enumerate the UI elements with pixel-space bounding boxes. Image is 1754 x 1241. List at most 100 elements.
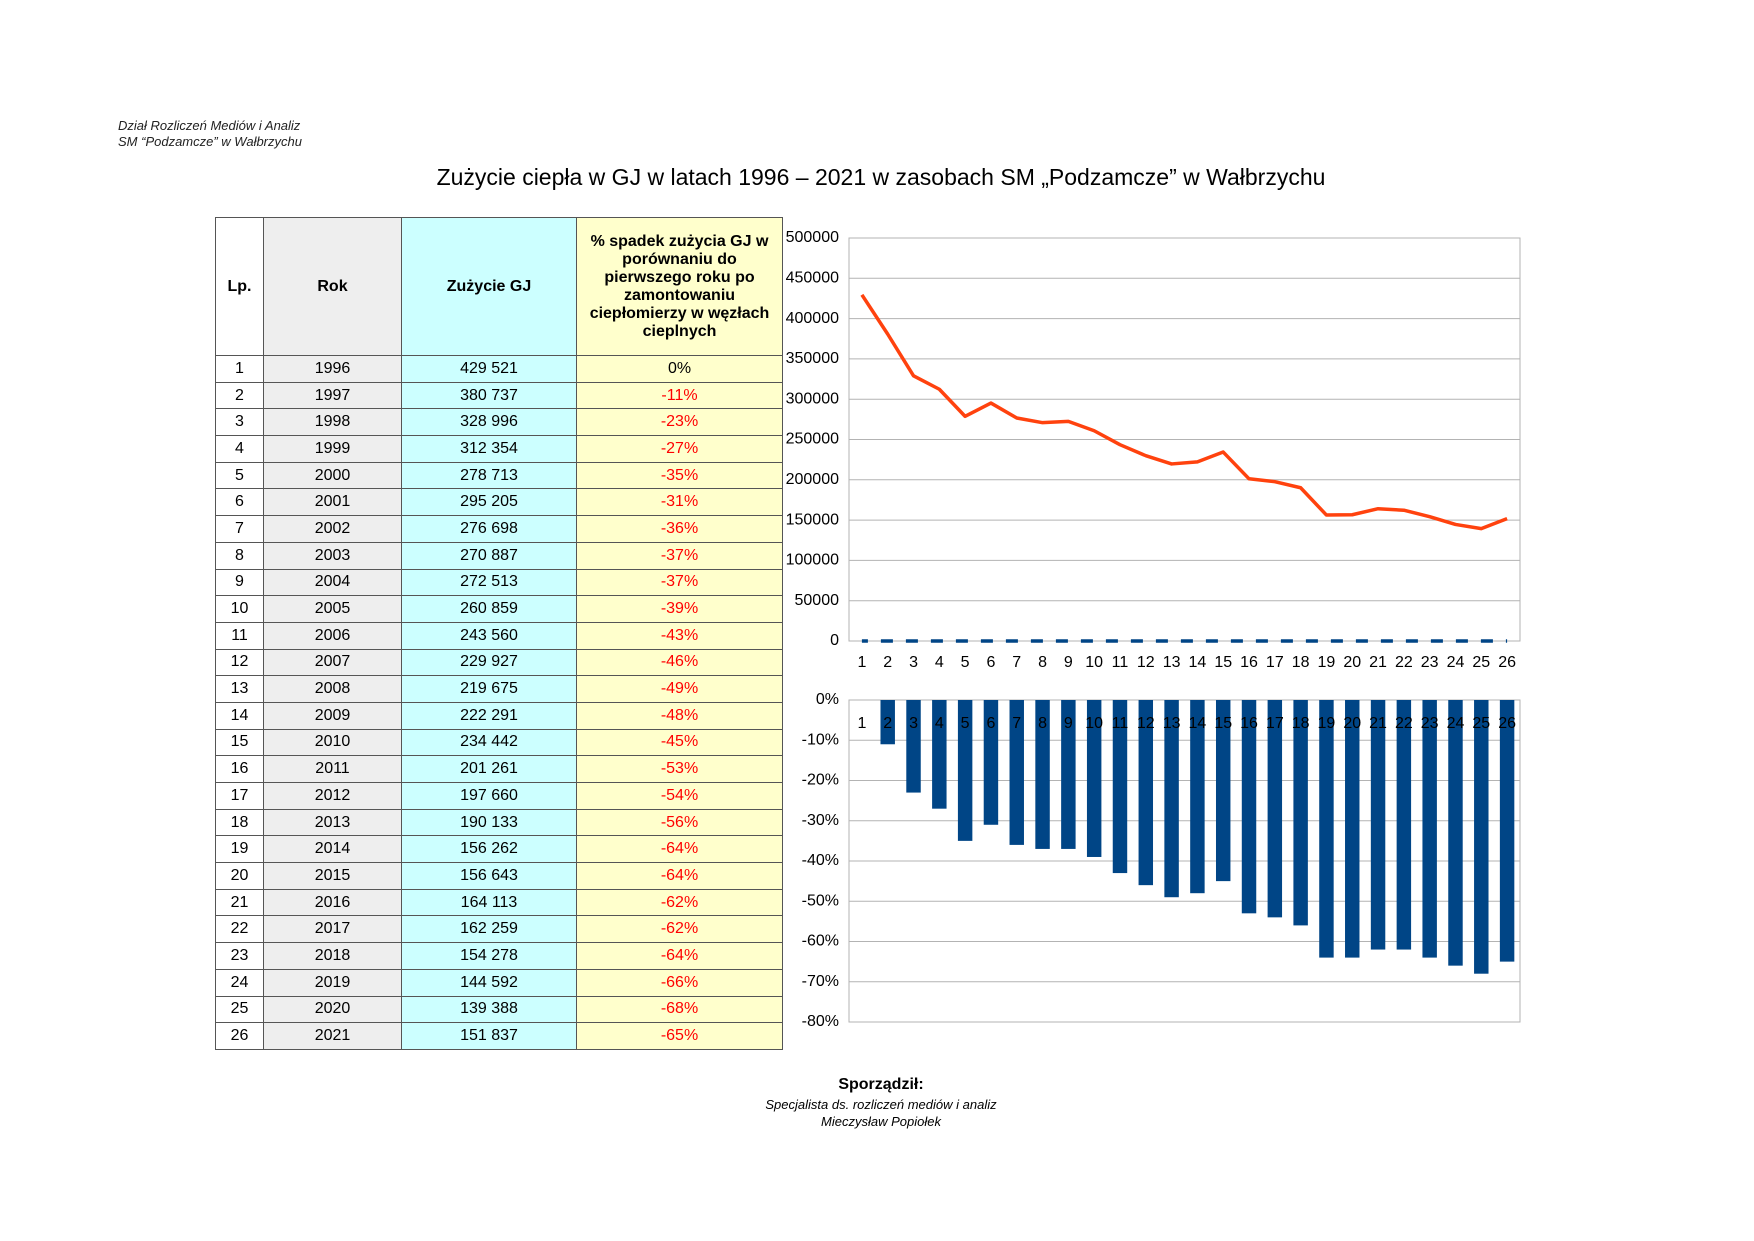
cell: 276 698	[401, 515, 577, 543]
cell: -53%	[576, 755, 783, 783]
x-tick-label: 5	[961, 715, 970, 732]
cell: 2016	[263, 888, 402, 917]
y-tick-label: 150000	[786, 511, 839, 528]
bar	[906, 700, 921, 793]
bar	[1345, 700, 1360, 958]
table-row: 6 2001 295 205 -31%	[215, 488, 783, 517]
table-row: 4 1999 312 354 -27%	[215, 435, 783, 463]
cell: 18	[215, 808, 264, 837]
x-tick-label: 23	[1421, 715, 1439, 732]
y-tick-label: 0	[830, 632, 839, 649]
bar	[1370, 700, 1386, 950]
x-tick-label: 9	[1064, 654, 1073, 671]
cell: 156 643	[401, 862, 577, 890]
table-row: 20 2015 156 643 -64%	[215, 862, 783, 890]
table-row: 25 2020 139 388 -68%	[215, 995, 783, 1024]
cell: 2009	[263, 701, 402, 730]
cell: 14	[215, 701, 264, 730]
table: Lp. Rok Zużycie GJ% spadek zużycia GJ w po…	[215, 217, 783, 1050]
bar	[1215, 700, 1231, 882]
cell: 2004	[263, 568, 402, 597]
x-tick-label: 7	[1012, 715, 1021, 732]
x-tick-label: 7	[1012, 654, 1021, 671]
y-tick-label: 350000	[786, 350, 839, 367]
x-tick-label: 13	[1163, 715, 1181, 732]
x-tick-label: 26	[1498, 715, 1516, 732]
x-tick-label: 24	[1447, 654, 1465, 671]
cell: 2011	[263, 755, 402, 783]
cell: 164 113	[401, 888, 577, 917]
cell: 201 261	[401, 755, 577, 783]
cell: 1	[215, 355, 264, 383]
x-tick-label: 14	[1189, 654, 1207, 671]
cell: -39%	[576, 595, 783, 623]
table-row: 17 2012 197 660 -54%	[215, 782, 783, 810]
bar	[1448, 700, 1463, 966]
cell: 19	[215, 835, 264, 864]
table-row: 16 2011 201 261 -53%	[215, 755, 783, 783]
bar	[1061, 700, 1076, 849]
cell: 17	[215, 782, 264, 810]
cell: 26	[215, 1022, 264, 1050]
y-tick-label: 300000	[786, 390, 839, 407]
cell: 21	[215, 888, 264, 917]
bar	[1035, 700, 1050, 849]
cell: -56%	[576, 808, 783, 837]
cell: -35%	[576, 461, 783, 490]
x-tick-label: 2	[883, 715, 892, 732]
cell: 144 592	[401, 968, 577, 997]
x-tick-label: 16	[1240, 654, 1258, 671]
x-tick-label: 15	[1214, 715, 1232, 732]
cell: -37%	[576, 541, 783, 570]
cell: 24	[215, 968, 264, 997]
table-row: 22 2017 162 259 -62%	[215, 915, 783, 944]
y-tick-label: -10%	[802, 731, 839, 748]
cell: -31%	[576, 488, 783, 517]
table-row: 18 2013 190 133 -56%	[215, 808, 783, 837]
x-tick-label: 22	[1395, 654, 1413, 671]
y-tick-label: -80%	[802, 1013, 839, 1030]
cell: 2017	[263, 915, 402, 944]
x-tick-label: 18	[1292, 715, 1310, 732]
y-tick-label: -20%	[802, 772, 839, 789]
cell: 25	[215, 995, 264, 1024]
cell: -48%	[576, 701, 783, 730]
table-row: 26 2021 151 837 -65%	[215, 1022, 783, 1050]
table-row: 1 1996 429 521 0%	[215, 355, 783, 383]
y-tick-label: -40%	[802, 852, 839, 869]
x-tick-label: 11	[1112, 654, 1129, 671]
cell: -64%	[576, 862, 783, 890]
footer-line: Sporządził:	[838, 1076, 924, 1093]
cell: -27%	[576, 435, 783, 463]
title: Zużycie ciepła w GJ w latach 1996 – 2021…	[436, 164, 1326, 190]
y-tick-label: -30%	[802, 812, 839, 829]
bar	[1190, 700, 1205, 894]
cell: 2001	[263, 488, 402, 517]
cell: 278 713	[401, 461, 577, 490]
cell: 2021	[263, 1022, 402, 1050]
x-tick-label: 8	[1038, 715, 1047, 732]
cell: -62%	[576, 888, 783, 917]
cell: 222 291	[401, 701, 577, 730]
cell: 234 442	[401, 728, 577, 757]
x-tick-label: 10	[1085, 654, 1103, 671]
cell: 9	[215, 568, 264, 597]
cell: 2000	[263, 461, 402, 490]
x-tick-label: 6	[986, 715, 995, 732]
cell: 162 259	[401, 915, 577, 944]
cell: 13	[215, 675, 264, 703]
x-tick-label: 20	[1343, 715, 1361, 732]
cell: 8	[215, 541, 264, 570]
cell: 1996	[263, 355, 402, 383]
cell: 2019	[263, 968, 402, 997]
y-tick-label: 200000	[786, 471, 839, 488]
cell: 0%	[576, 355, 783, 383]
x-tick-label: 25	[1472, 715, 1490, 732]
x-tick-label: 17	[1266, 654, 1284, 671]
y-tick-label: 450000	[786, 270, 839, 287]
bar	[880, 700, 895, 745]
cell: -11%	[576, 381, 783, 410]
table-row: 5 2000 278 713 -35%	[215, 461, 783, 490]
cell: 197 660	[401, 782, 577, 810]
